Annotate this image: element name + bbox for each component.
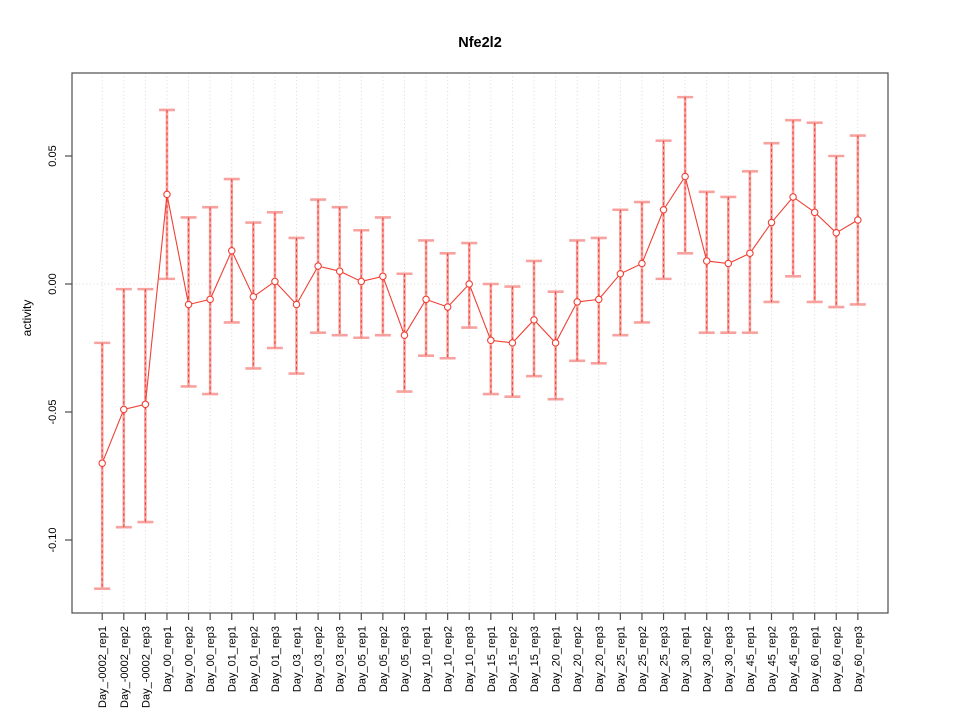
data-point: [379, 272, 387, 281]
data-point: [400, 331, 409, 339]
x-tick-label: Day_-0002_rep1: [97, 626, 109, 708]
data-point: [249, 293, 258, 301]
data-point: [292, 300, 301, 309]
data-point: [810, 208, 819, 217]
y-axis: 0.05 0.00 -0.05 -0.10: [47, 145, 72, 553]
x-tick-label: Day_00_rep1: [162, 626, 174, 692]
y-tick-label: 0.00: [47, 273, 59, 294]
data-point: [724, 259, 733, 268]
data-point: [767, 218, 776, 227]
data-point: [206, 295, 214, 304]
x-tick-label: Day_20_rep1: [551, 626, 563, 692]
data-point: [832, 229, 841, 237]
data-point: [638, 259, 646, 268]
data-point: [551, 339, 560, 347]
x-tick-label: Day_-0002_rep3: [140, 626, 152, 708]
data-point: [422, 295, 430, 304]
x-tick-label: Day_20_rep2: [572, 626, 584, 692]
x-tick-label: Day_00_rep2: [184, 626, 196, 692]
data-point: [487, 336, 495, 345]
x-tick-label: Day_60_rep2: [831, 626, 843, 692]
x-tick-label: Day_10_rep2: [443, 626, 455, 692]
x-tick-label: Day_03_rep2: [313, 626, 325, 692]
y-tick-label: 0.05: [47, 145, 59, 166]
x-tick-label: Day_25_rep2: [637, 626, 649, 692]
data-point: [357, 277, 366, 286]
data-point: [227, 246, 236, 255]
x-tick-label: Day_01_rep1: [227, 626, 239, 692]
gridlines: [72, 73, 888, 613]
x-tick-label: Day_25_rep3: [659, 626, 671, 692]
series-polyline: [101, 175, 859, 464]
x-tick-label: Day_30_rep1: [680, 626, 692, 692]
x-tick-label: Day_00_rep3: [205, 626, 217, 692]
y-axis-label: activity: [20, 300, 34, 337]
x-tick-label: Day_60_rep1: [810, 626, 822, 692]
data-point: [702, 257, 711, 265]
x-tick-label: Day_10_rep1: [421, 626, 433, 692]
series-line: [101, 175, 859, 464]
data-point: [595, 295, 603, 304]
x-tick-label: Day_05_rep1: [356, 626, 368, 692]
x-tick-label: Day_30_rep3: [723, 626, 735, 692]
data-point: [335, 267, 344, 275]
x-tick-label: Day_15_rep3: [529, 626, 541, 692]
data-point: [443, 303, 452, 311]
x-tick-label: Day_25_rep1: [615, 626, 627, 692]
plot-frame: [71, 72, 889, 614]
data-point: [141, 400, 150, 409]
data-point: [789, 193, 797, 201]
x-tick-label: Day_45_rep2: [766, 626, 778, 692]
x-tick-label: Day_45_rep1: [745, 626, 757, 692]
data-point: [854, 216, 862, 224]
x-tick-label: Day_01_rep3: [270, 626, 282, 692]
x-tick-label: Day_60_rep3: [853, 626, 865, 692]
data-point: [120, 405, 128, 414]
data-point: [616, 270, 625, 278]
data-points: [98, 172, 862, 467]
x-tick-label: Day_03_rep1: [292, 626, 304, 692]
data-point: [530, 316, 538, 324]
x-tick-label: Day_-0002_rep2: [119, 626, 131, 708]
data-point: [659, 206, 668, 214]
data-point: [465, 280, 473, 288]
x-tick-label: Day_10_rep3: [464, 626, 476, 692]
y-tick-label: -0.05: [47, 399, 59, 424]
data-point: [314, 262, 322, 270]
data-point: [746, 249, 754, 258]
x-tick-label: Day_15_rep2: [507, 626, 519, 692]
chart-title: Nfe2l2: [458, 35, 502, 51]
data-point: [163, 190, 171, 199]
data-point: [508, 339, 517, 347]
x-tick-label: Day_45_rep3: [788, 626, 800, 692]
data-point: [98, 459, 106, 467]
x-tick-label: Day_20_rep3: [594, 626, 606, 692]
x-tick-label: Day_30_rep2: [702, 626, 714, 692]
x-tick-label: Day_03_rep3: [335, 626, 347, 692]
x-axis: Day_-0002_rep1 Day_-0002_rep2 Day_-0002_re…: [97, 613, 865, 708]
data-point: [573, 298, 581, 306]
x-tick-label: Day_05_rep3: [399, 626, 411, 692]
y-tick-label: -0.10: [47, 527, 59, 552]
x-tick-label: Day_05_rep2: [378, 626, 390, 692]
data-point: [184, 300, 193, 309]
data-point: [681, 172, 689, 181]
x-tick-label: Day_01_rep2: [248, 626, 260, 692]
x-tick-label: Day_15_rep1: [486, 626, 498, 692]
data-point: [271, 277, 279, 286]
